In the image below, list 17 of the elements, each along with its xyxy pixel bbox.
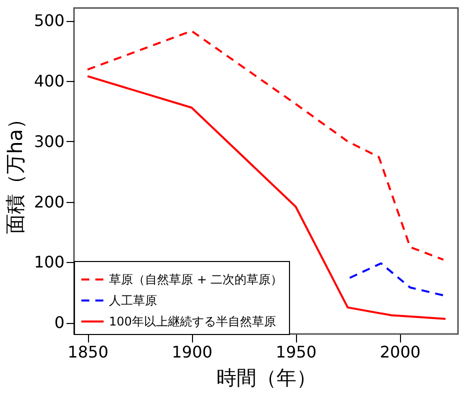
y-tick-label: 100 [34,252,64,272]
legend-label: 100年以上継続する半自然草原 [109,314,276,328]
y-tick-label: 400 [34,72,64,91]
y-axis-title: 面積（万ha） [2,109,27,234]
x-tick-label: 1950 [276,342,317,362]
y-tick-label: 500 [34,11,64,30]
x-tick-label: 2000 [380,342,421,362]
legend-label: 草原（自然草原 + 二次的草原） [109,272,283,286]
legend-label: 人工草原 [109,294,157,308]
y-tick-label: 0 [54,313,64,332]
x-axis-title: 時間（年） [216,366,316,390]
y-tick-label: 300 [34,132,64,151]
x-tick-label: 1900 [172,342,212,362]
line-series [86,30,444,261]
x-tick-label: 1850 [68,342,108,362]
y-tick-label: 200 [34,192,64,212]
line-series [348,262,444,296]
